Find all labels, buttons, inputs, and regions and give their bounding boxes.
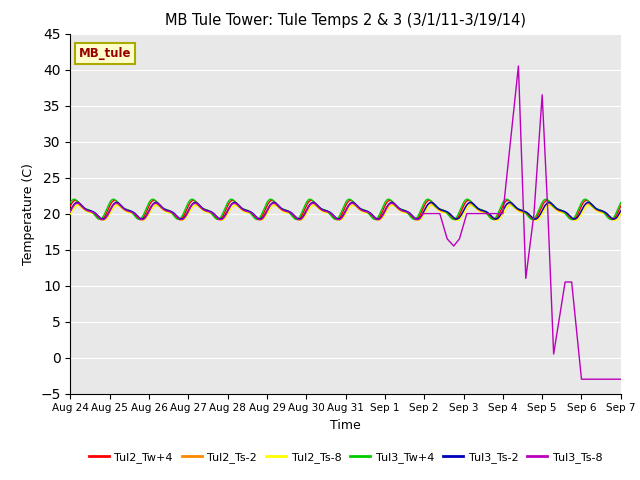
Y-axis label: Temperature (C): Temperature (C) bbox=[22, 163, 35, 264]
Text: MB_tule: MB_tule bbox=[79, 47, 131, 60]
Title: MB Tule Tower: Tule Temps 2 & 3 (3/1/11-3/19/14): MB Tule Tower: Tule Temps 2 & 3 (3/1/11-… bbox=[165, 13, 526, 28]
X-axis label: Time: Time bbox=[330, 419, 361, 432]
Legend: Tul2_Tw+4, Tul2_Ts-2, Tul2_Ts-8, Tul3_Tw+4, Tul3_Ts-2, Tul3_Ts-8: Tul2_Tw+4, Tul2_Ts-2, Tul2_Ts-8, Tul3_Tw… bbox=[84, 447, 607, 467]
